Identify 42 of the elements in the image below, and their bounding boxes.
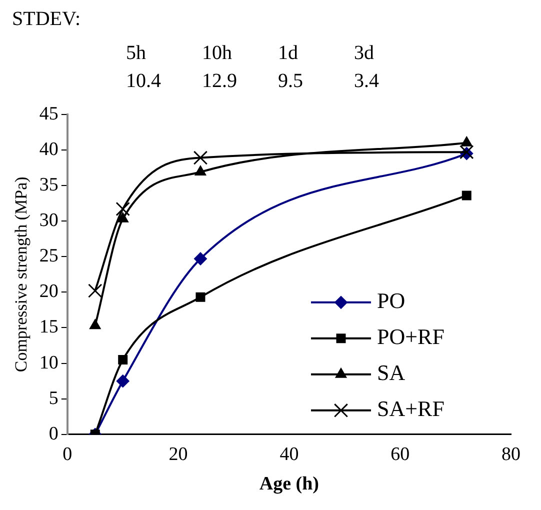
x-tick-label: 80 [502,444,520,465]
text: STDEV: [12,8,81,31]
y-tick-label: 20 [39,281,58,302]
text: 3d [354,42,375,65]
point [117,212,129,222]
y-tick-label: 45 [39,103,58,124]
y-tick-label: 40 [39,138,58,160]
y-tick-label: 0 [48,423,58,444]
point [89,319,101,330]
point [194,252,207,266]
point [460,136,472,146]
y-tick-label: 30 [39,210,58,232]
text: 1d [278,42,299,65]
point [88,284,102,298]
text: 5h [126,42,147,65]
legend-label: SA [377,360,406,386]
x-tick-label: 0 [62,444,72,465]
x-tick-label: 40 [280,444,299,465]
y-tick-label: 25 [39,246,58,267]
point [462,190,472,200]
point [118,354,128,364]
text: 10h [202,42,233,65]
y-tick-label: 15 [39,316,58,338]
x-tick-label: 20 [168,444,188,465]
text: 9.5 [278,70,304,93]
point [196,292,206,302]
legend-label: PO [377,288,406,314]
legend-label: PO+RF [377,324,444,350]
point [116,202,130,216]
text: 12.9 [202,70,238,93]
y-axis-title: Compressive strength (MPa) [12,176,31,372]
point [193,150,208,165]
x-axis-title: Age (h) [259,474,320,495]
text: 10.4 [126,70,162,93]
y-tick-label: 5 [48,388,58,409]
point [194,166,206,176]
y-tick-label: 10 [39,352,58,374]
point [116,374,130,388]
legend-label: SA+RF [377,396,444,422]
y-tick-label: 35 [39,174,58,196]
text: 3.4 [354,70,380,93]
x-tick-label: 60 [390,444,410,465]
